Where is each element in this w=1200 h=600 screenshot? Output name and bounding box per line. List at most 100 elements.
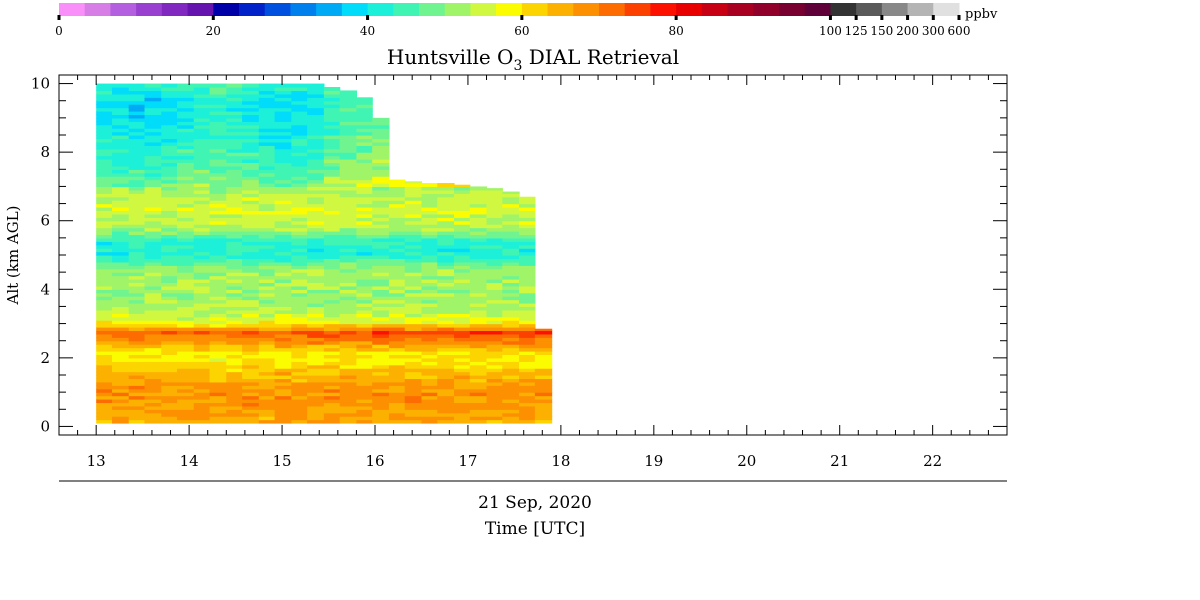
heatmap-cell	[111, 395, 130, 400]
heatmap-cell	[339, 138, 358, 143]
heatmap-cell	[372, 237, 390, 242]
heatmap-cell	[307, 213, 325, 218]
heatmap-cell	[96, 330, 113, 335]
heatmap-cell	[209, 224, 227, 229]
heatmap-cell	[226, 121, 243, 126]
heatmap-cell	[144, 351, 162, 356]
heatmap-cell	[404, 220, 423, 225]
heatmap-cell	[454, 279, 471, 284]
heatmap-cell	[128, 255, 146, 260]
heatmap-cell	[111, 285, 130, 290]
heatmap-cell	[96, 385, 113, 390]
heatmap-cell	[404, 282, 423, 287]
heatmap-cell	[307, 320, 325, 325]
heatmap-cell	[258, 200, 276, 205]
heatmap-cell	[469, 385, 488, 390]
heatmap-cell	[291, 361, 308, 366]
heatmap-cell	[323, 320, 341, 325]
heatmap-cell	[388, 357, 406, 362]
heatmap-cell	[454, 306, 471, 311]
heatmap-cell	[534, 351, 553, 356]
heatmap-cell	[388, 244, 406, 249]
heatmap-cell	[128, 416, 146, 421]
heatmap-cell	[209, 258, 227, 263]
heatmap-cell	[291, 399, 308, 404]
heatmap-cell	[128, 361, 146, 366]
heatmap-cell	[161, 296, 178, 301]
heatmap-cell	[307, 261, 325, 266]
heatmap-cell	[177, 299, 195, 304]
heatmap-cell	[193, 306, 211, 311]
heatmap-cell	[372, 320, 390, 325]
heatmap-cell	[502, 399, 520, 404]
heatmap-cell	[291, 309, 308, 314]
heatmap-cell	[258, 148, 276, 153]
heatmap-cell	[291, 220, 308, 225]
heatmap-cell	[96, 309, 113, 314]
heatmap-cell	[307, 268, 325, 273]
heatmap-cell	[177, 313, 195, 318]
heatmap-cell	[323, 97, 341, 102]
heatmap-cell	[291, 371, 308, 376]
heatmap-cell	[291, 364, 308, 369]
heatmap-cell	[209, 135, 227, 140]
heatmap-cell	[339, 107, 358, 112]
heatmap-cell	[307, 357, 325, 362]
heatmap-cell	[258, 183, 276, 188]
heatmap-cell	[144, 155, 162, 160]
heatmap-cell	[291, 255, 308, 260]
heatmap-cell	[226, 117, 243, 122]
heatmap-cell	[258, 419, 276, 424]
heatmap-cell	[209, 357, 227, 362]
heatmap-cell	[258, 196, 276, 201]
heatmap-cell	[193, 381, 211, 386]
heatmap-cell	[486, 289, 503, 294]
heatmap-cell	[486, 412, 503, 417]
heatmap-cell	[323, 378, 341, 383]
heatmap-cell	[486, 241, 503, 246]
heatmap-cell	[421, 217, 438, 222]
heatmap-cell	[372, 200, 390, 205]
colorbar-tick-label: 150	[870, 24, 893, 38]
heatmap-cell	[339, 303, 358, 308]
heatmap-cell	[161, 282, 178, 287]
heatmap-cell	[534, 388, 553, 393]
heatmap-cell	[323, 189, 341, 194]
heatmap-cell	[274, 114, 292, 119]
heatmap-cell	[486, 416, 503, 421]
heatmap-cell	[161, 265, 178, 270]
heatmap-cell	[226, 138, 243, 143]
heatmap-cell	[96, 162, 113, 167]
heatmap-cell	[372, 183, 390, 188]
heatmap-cell	[144, 231, 162, 236]
heatmap-cell	[291, 165, 308, 170]
heatmap-cell	[226, 364, 243, 369]
heatmap-cell	[274, 357, 292, 362]
heatmap-cell	[209, 210, 227, 215]
heatmap-cell	[307, 104, 325, 109]
heatmap-cell	[128, 272, 146, 277]
heatmap-cell	[486, 333, 503, 338]
heatmap-cell	[177, 186, 195, 191]
heatmap-cell	[258, 255, 276, 260]
heatmap-cell	[486, 419, 503, 424]
heatmap-cell	[96, 231, 113, 236]
heatmap-cell	[307, 138, 325, 143]
heatmap-cell	[404, 186, 423, 191]
heatmap-cell	[388, 399, 406, 404]
heatmap-cell	[144, 141, 162, 146]
heatmap-cell	[372, 275, 390, 280]
heatmap-cell	[193, 159, 211, 164]
heatmap-cell	[193, 265, 211, 270]
heatmap-cell	[502, 347, 520, 352]
heatmap-cell	[339, 309, 358, 314]
heatmap-cell	[161, 104, 178, 109]
heatmap-cell	[454, 357, 471, 362]
heatmap-cell	[356, 405, 373, 410]
heatmap-cell	[144, 121, 162, 126]
heatmap-cell	[258, 347, 276, 352]
heatmap-cell	[291, 100, 308, 105]
heatmap-cell	[437, 282, 455, 287]
colorbar-tick	[520, 15, 524, 20]
heatmap-cell	[258, 275, 276, 280]
